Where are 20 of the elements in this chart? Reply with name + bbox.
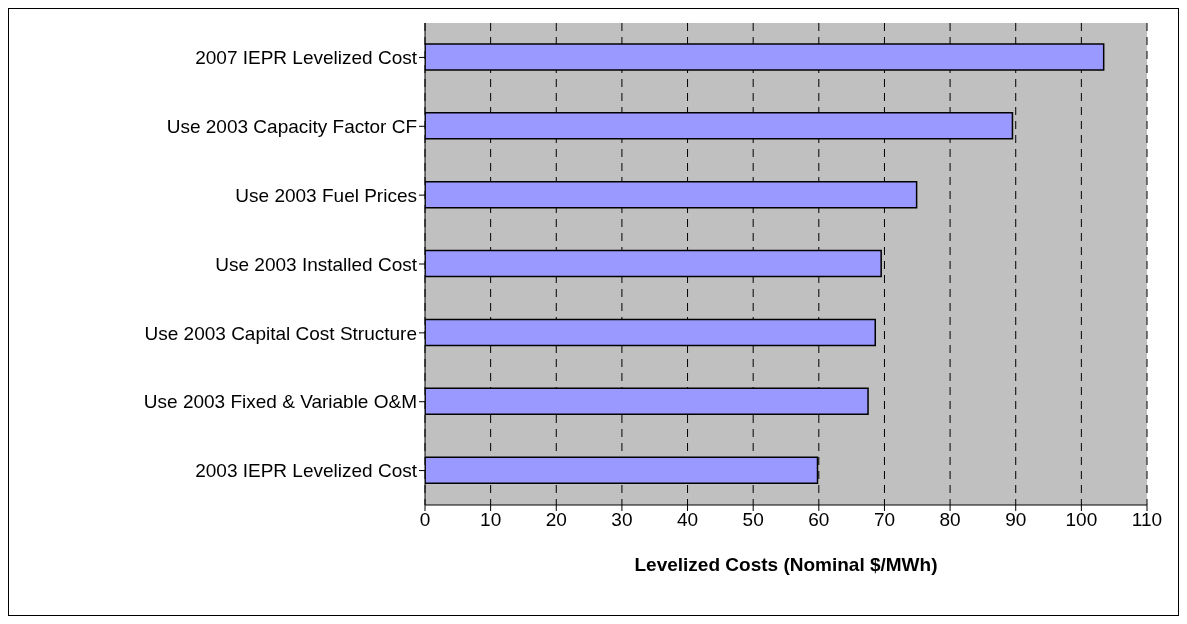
- y-tick-label: Use 2003 Capital Cost Structure: [144, 322, 417, 344]
- x-tick-label: 80: [939, 509, 961, 531]
- x-tick-label: 10: [480, 509, 502, 531]
- y-tick-label: Use 2003 Capacity Factor CF: [166, 116, 417, 138]
- x-tick-label: 20: [545, 509, 567, 531]
- x-tick-label: 50: [742, 509, 764, 531]
- x-tick-label: 110: [1131, 509, 1163, 531]
- y-tick-label: Use 2003 Installed Cost: [215, 253, 418, 275]
- x-tick-label: 40: [676, 509, 699, 531]
- y-tick-label: 2007 IEPR Levelized Cost: [195, 47, 418, 69]
- y-tick-label: Use 2003 Fixed & Variable O&M: [143, 391, 417, 413]
- x-tick-label: 100: [1065, 509, 1098, 531]
- x-axis-title: Levelized Costs (Nominal $/MWh): [634, 554, 938, 575]
- x-tick-label: 0: [419, 509, 431, 531]
- x-tick-label: 30: [611, 509, 633, 531]
- x-tick-label: 70: [873, 509, 896, 531]
- x-tick-label: 90: [1005, 509, 1027, 531]
- y-tick-label: 2003 IEPR Levelized Cost: [195, 460, 418, 482]
- x-tick-label: 60: [808, 509, 830, 531]
- y-tick-label: Use 2003 Fuel Prices: [235, 184, 417, 206]
